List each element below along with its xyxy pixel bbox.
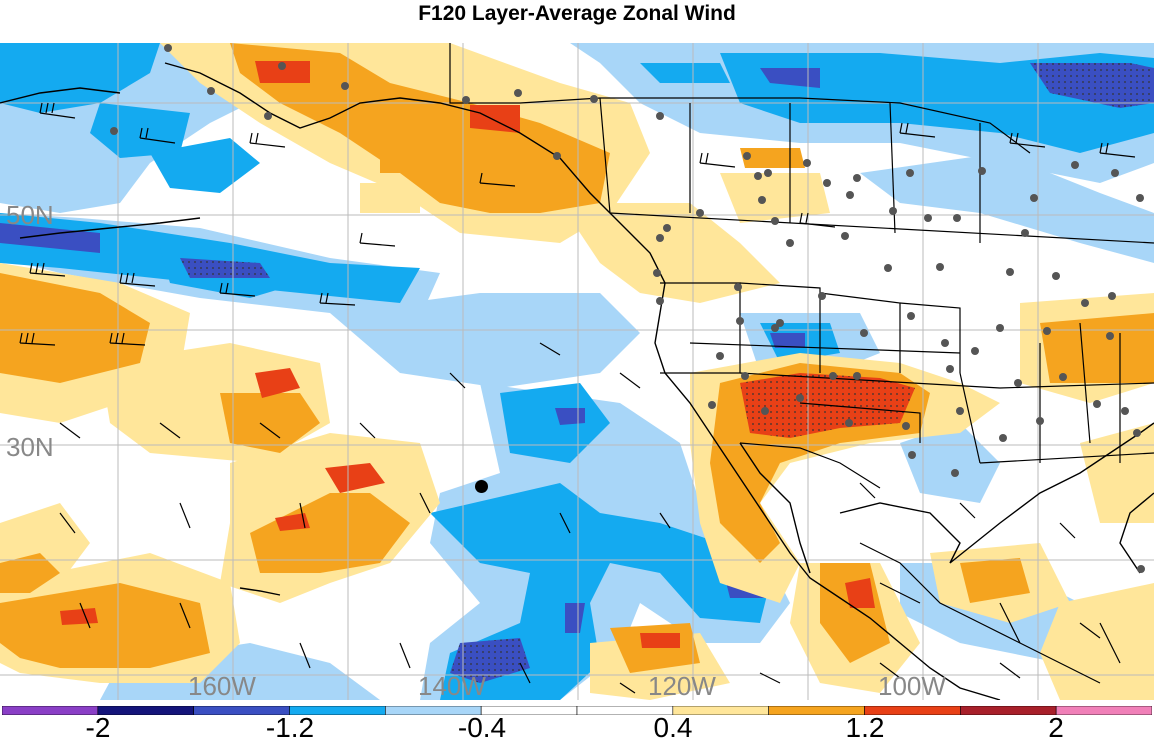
lon-label-120w: 120W — [648, 671, 716, 700]
wind-barbs — [19, 102, 1136, 694]
lon-label-100w: 100W — [878, 671, 946, 700]
colorbar-tick-1-2: 1.2 — [845, 712, 885, 743]
lon-label-160w: 160W — [188, 671, 256, 700]
political-borders — [449, 43, 1154, 684]
colorbar-segment — [97, 706, 194, 715]
wind-map — [0, 43, 1154, 700]
colorbar-tick-0-4: 0.4 — [653, 712, 693, 743]
map-panel: 50N 30N 160W 140W 120W 100W — [0, 43, 1154, 700]
station-dots — [110, 44, 1145, 573]
colorbar-segment — [1055, 706, 1152, 715]
colorbar-segment — [2, 706, 99, 715]
colorbar-tick-neg0-4: -0.4 — [457, 712, 507, 743]
location-marker — [475, 480, 488, 493]
lat-label-30n: 30N — [6, 432, 54, 462]
lat-label-50n: 50N — [6, 200, 54, 230]
lon-label-140w: 140W — [418, 671, 486, 700]
map-title: F120 Layer-Average Zonal Wind — [418, 2, 736, 25]
colorbar-tick-neg2: -2 — [85, 712, 111, 743]
lat-lon-grid — [0, 43, 1154, 700]
colorbar — [2, 706, 1152, 715]
colorbar-segment — [960, 706, 1057, 715]
colorbar-tick-2: 2 — [1048, 712, 1064, 743]
colorbar-tick-neg1-2: -1.2 — [265, 712, 315, 743]
